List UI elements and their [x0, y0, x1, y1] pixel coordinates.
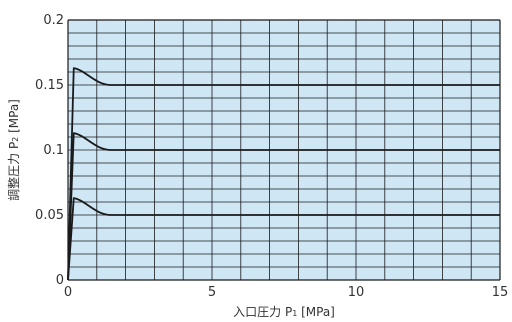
x-tick-label: 0 [64, 285, 72, 300]
x-tick-labels: 0 5 10 15 [64, 285, 508, 300]
series-line-3 [67, 67, 500, 281]
y-tick-label: 0 [56, 273, 64, 288]
y-tick-label: 0.1 [43, 143, 64, 158]
y-axis-label: 調整圧力 P2 [MPa] [6, 99, 21, 201]
x-tick-label: 10 [348, 285, 365, 300]
y-tick-label: 0.15 [35, 78, 64, 93]
series-line-2 [67, 132, 500, 281]
series-line-1 [67, 197, 500, 281]
y-tick-labels: 0 0.05 0.1 0.15 0.2 [35, 13, 64, 288]
y-tick-label: 0.05 [35, 208, 64, 223]
series-lines [67, 67, 500, 281]
x-tick-label: 5 [208, 285, 216, 300]
x-axis-label: 入口圧力 P1 [MPa] [233, 305, 335, 319]
x-tick-label: 15 [492, 285, 509, 300]
y-tick-label: 0.2 [43, 13, 64, 28]
